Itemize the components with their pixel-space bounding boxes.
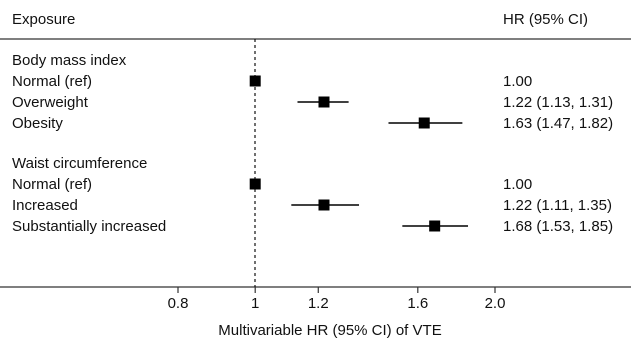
group-title-bmi: Body mass index <box>12 52 127 69</box>
hr-point-marker <box>318 96 330 108</box>
hr-point-marker <box>318 199 330 211</box>
x-tick-label: 1.6 <box>407 295 428 312</box>
x-tick-label: 0.8 <box>168 295 189 312</box>
hr-column-header: HR (95% CI) <box>503 11 588 28</box>
hr-point-marker <box>249 75 261 87</box>
row-label: Increased <box>12 197 78 214</box>
row-label: Obesity <box>12 115 63 132</box>
row-hr-value: 1.68 (1.53, 1.85) <box>503 218 613 235</box>
exposure-column-header: Exposure <box>12 11 75 28</box>
row-hr-value: 1.00 <box>503 176 532 193</box>
x-tick-label: 1.2 <box>308 295 329 312</box>
row-hr-value: 1.63 (1.47, 1.82) <box>503 115 613 132</box>
x-axis-ticks: 0.8 1 1.2 1.6 2.0 <box>168 287 506 312</box>
row-hr-value: 1.22 (1.13, 1.31) <box>503 94 613 111</box>
row-label: Overweight <box>12 94 89 111</box>
hr-point-marker <box>429 220 441 232</box>
hr-point-marker <box>418 117 430 129</box>
row-hr-value: 1.22 (1.11, 1.35) <box>503 197 612 214</box>
row-label: Normal (ref) <box>12 176 92 193</box>
group-title-waist: Waist circumference <box>12 155 147 172</box>
row-hr-value: 1.00 <box>503 73 532 90</box>
row-label: Normal (ref) <box>12 73 92 90</box>
x-tick-label: 2.0 <box>485 295 506 312</box>
hr-point-marker <box>249 178 261 190</box>
x-tick-label: 1 <box>251 295 259 312</box>
x-axis-label: Multivariable HR (95% CI) of VTE <box>218 322 441 339</box>
rows-layer: Body mass index Normal (ref) 1.00 Overweigh… <box>12 52 613 235</box>
row-label: Substantially increased <box>12 218 166 235</box>
